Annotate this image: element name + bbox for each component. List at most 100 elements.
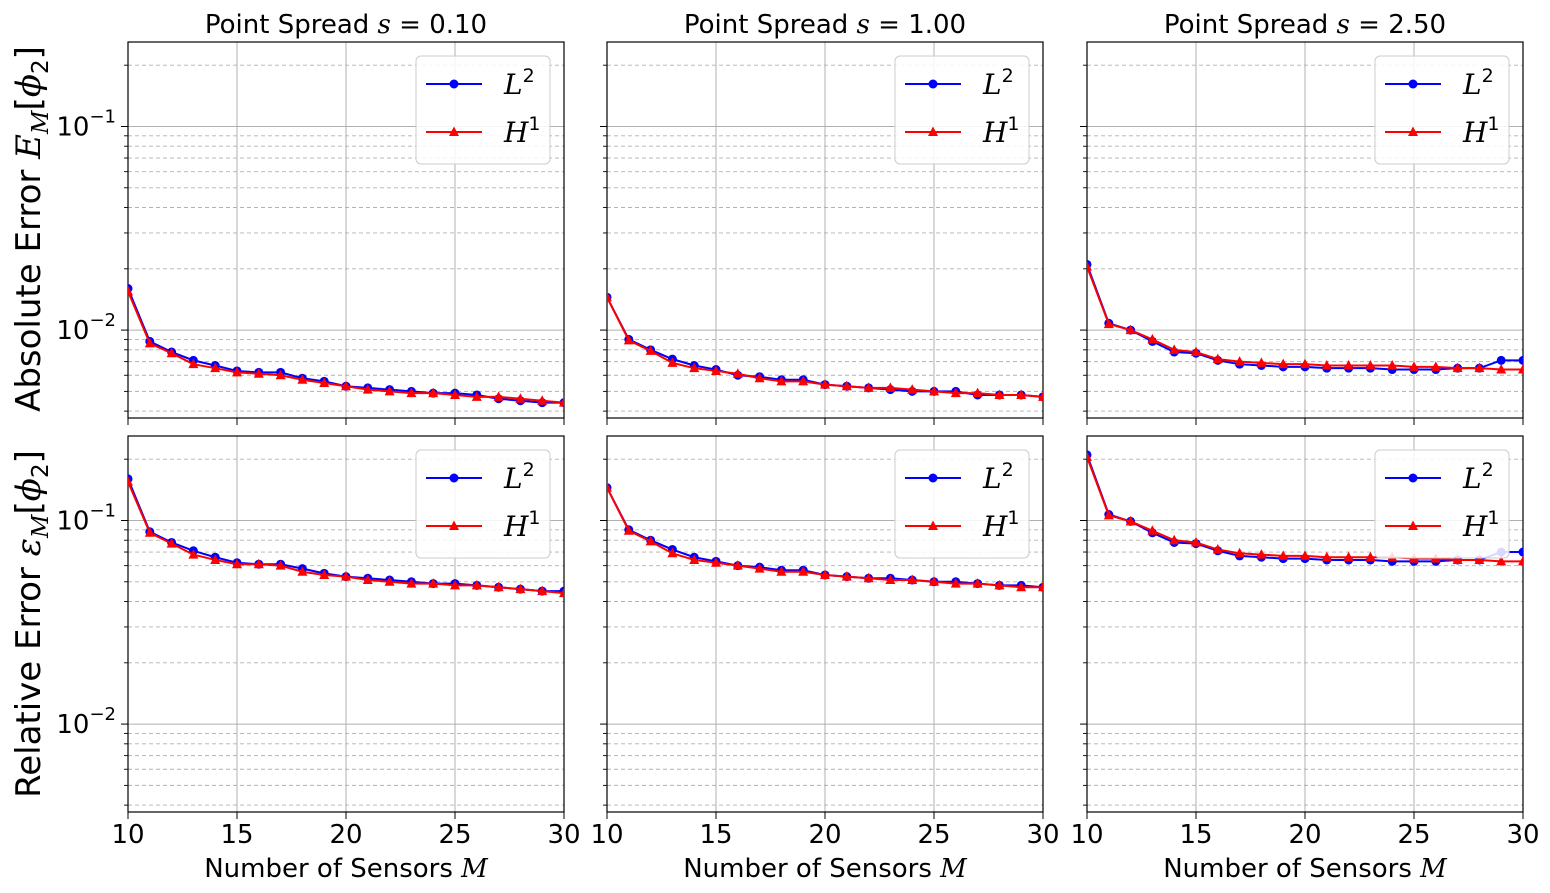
data-point-H1 — [1256, 357, 1267, 367]
data-point-H1 — [754, 372, 765, 383]
data-point-H1 — [863, 572, 874, 583]
data-point-H1 — [1365, 359, 1376, 370]
data-point-H1 — [559, 397, 564, 407]
data-point-H1 — [362, 574, 373, 585]
data-point-H1 — [406, 578, 417, 588]
x-tick-label: 15 — [699, 820, 732, 850]
legend-label-H1: H1 — [982, 507, 1020, 543]
data-point-H1 — [1278, 550, 1289, 560]
x-tick-label: 25 — [1397, 820, 1430, 850]
data-point-H1 — [1234, 547, 1245, 558]
axes-frame — [606, 435, 1044, 813]
axes-frame — [127, 435, 565, 813]
x-tick-label: 10 — [1070, 820, 1103, 850]
data-point-H1 — [820, 379, 830, 389]
x-tick-label: 15 — [1179, 820, 1212, 850]
data-point-H1 — [253, 558, 264, 569]
data-point-H1 — [907, 384, 918, 394]
panel-title: Point Spread s = 2.50 — [1164, 10, 1446, 40]
data-point-H1 — [1474, 362, 1485, 373]
xlabel-col-0: Number of Sensors M — [204, 854, 489, 884]
data-point-H1 — [297, 374, 308, 384]
data-point-H1 — [144, 527, 155, 537]
data-point-H1 — [1103, 509, 1114, 520]
data-point-H1 — [950, 387, 961, 398]
plot-area — [607, 482, 1043, 592]
data-point-H1 — [1169, 534, 1180, 545]
legend-marker — [1408, 79, 1418, 89]
data-point-H1 — [645, 535, 656, 546]
data-point-H1 — [166, 538, 177, 548]
data-point-H1 — [1016, 389, 1027, 399]
x-tick-label: 25 — [438, 820, 471, 850]
data-point-H1 — [1087, 261, 1092, 271]
data-point-H1 — [1103, 318, 1114, 329]
data-point-L2 — [1496, 355, 1506, 365]
data-point-L2 — [1518, 355, 1523, 365]
data-point-H1 — [471, 579, 482, 590]
legend-label-H1: H1 — [1462, 507, 1500, 543]
data-point-H1 — [450, 389, 460, 399]
xlabel-col-2: Number of Sensors M — [1163, 854, 1448, 884]
data-point-H1 — [384, 385, 395, 396]
legend-marker — [928, 520, 938, 530]
xlabel-col-1: Number of Sensors M — [683, 854, 968, 884]
data-point-H1 — [1256, 549, 1267, 559]
data-point-H1 — [1278, 358, 1289, 369]
x-tick-label: 30 — [1026, 820, 1059, 850]
y-tick-label: 10−1 — [56, 106, 116, 142]
legend-marker — [449, 126, 459, 136]
x-tick-label: 25 — [917, 820, 950, 850]
x-tick-label: 15 — [220, 820, 253, 850]
legend-marker — [1408, 473, 1418, 483]
data-point-H1 — [841, 571, 852, 581]
data-point-H1 — [711, 365, 721, 375]
legend-marker — [928, 126, 938, 136]
data-point-H1 — [798, 375, 809, 386]
data-point-H1 — [1409, 361, 1419, 371]
legend-label-H1: H1 — [1462, 113, 1500, 149]
y-tick-label: 10−2 — [56, 310, 116, 346]
data-point-H1 — [1191, 536, 1201, 547]
data-point-H1 — [885, 382, 896, 392]
data-point-H1 — [232, 366, 242, 377]
legend-label-L2: L2 — [503, 459, 535, 495]
panel-title: Point Spread s = 0.10 — [205, 10, 487, 40]
data-point-H1 — [1430, 361, 1441, 371]
data-point-H1 — [1191, 346, 1201, 357]
data-point-H1 — [732, 560, 743, 570]
data-point-H1 — [515, 583, 526, 594]
data-point-L2 — [1518, 547, 1523, 557]
data-point-H1 — [1452, 554, 1463, 564]
data-point-H1 — [450, 579, 460, 590]
data-point-H1 — [820, 569, 830, 579]
x-tick-label: 20 — [329, 820, 362, 850]
data-point-H1 — [1300, 358, 1310, 369]
data-point-H1 — [128, 476, 133, 486]
legend-marker — [449, 79, 459, 89]
data-point-H1 — [1038, 391, 1043, 401]
data-point-H1 — [667, 357, 678, 367]
data-point-H1 — [1474, 554, 1485, 564]
row-ylabel-relative-error: Relative Error εM[ϕ2] — [9, 450, 54, 798]
data-point-H1 — [1343, 551, 1354, 562]
data-point-H1 — [188, 358, 199, 369]
row-ylabel-absolute-error: Absolute Error EM[ϕ2] — [9, 46, 54, 412]
legend-label-L2: L2 — [982, 65, 1014, 101]
data-point-H1 — [406, 387, 417, 398]
plot-area — [1087, 259, 1523, 375]
x-tick-label: 30 — [547, 820, 580, 850]
data-point-H1 — [885, 574, 896, 585]
plot-area — [128, 474, 564, 598]
legend-label-H1: H1 — [503, 113, 541, 149]
data-point-H1 — [1234, 356, 1245, 366]
legend-label-L2: L2 — [1462, 459, 1494, 495]
x-tick-label: 30 — [1506, 820, 1539, 850]
